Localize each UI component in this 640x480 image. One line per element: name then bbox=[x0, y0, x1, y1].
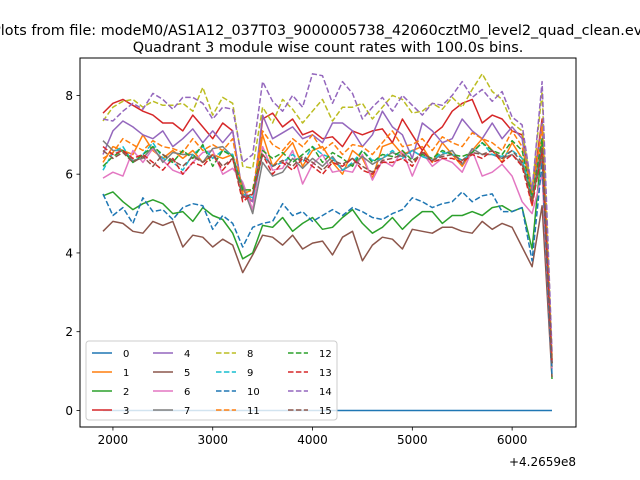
y-tick-label: 2 bbox=[65, 325, 73, 339]
legend-label-2: 2 bbox=[123, 387, 129, 398]
x-tick-label: 2000 bbox=[98, 433, 129, 447]
legend-label-9: 9 bbox=[247, 368, 253, 379]
x-tick-label: 5000 bbox=[397, 433, 428, 447]
series-line-10 bbox=[102, 161, 553, 376]
legend-label-6: 6 bbox=[184, 387, 190, 398]
series-line-4 bbox=[102, 110, 553, 364]
series-line-5 bbox=[102, 204, 553, 378]
x-offset-label: +4.2659e8 bbox=[509, 455, 576, 469]
legend-label-7: 7 bbox=[184, 406, 190, 417]
x-tick-label: 6000 bbox=[497, 433, 528, 447]
series-line-7 bbox=[102, 140, 553, 368]
legend-label-10: 10 bbox=[247, 387, 260, 398]
series-line-13 bbox=[102, 146, 553, 364]
y-tick-label: 4 bbox=[65, 246, 73, 260]
legend-label-4: 4 bbox=[184, 349, 190, 360]
legend-label-15: 15 bbox=[319, 406, 332, 417]
series-line-11 bbox=[102, 126, 553, 360]
series-line-3 bbox=[102, 98, 553, 364]
legend-label-14: 14 bbox=[319, 387, 332, 398]
series-line-2 bbox=[102, 143, 553, 380]
x-tick-label: 4000 bbox=[297, 433, 328, 447]
legend-label-8: 8 bbox=[247, 349, 253, 360]
series-line-6 bbox=[102, 145, 553, 370]
legend-label-13: 13 bbox=[319, 368, 332, 379]
y-tick-label: 0 bbox=[65, 404, 73, 418]
axes-title: Quadrant 3 module wise count rates with … bbox=[133, 40, 524, 56]
y-axis: 0 2 4 6 8 bbox=[65, 89, 80, 418]
series-line-14 bbox=[102, 73, 553, 352]
x-tick-label: 3000 bbox=[197, 433, 228, 447]
axes-frame bbox=[79, 57, 577, 428]
legend-box bbox=[85, 340, 338, 421]
legend-label-11: 11 bbox=[247, 406, 260, 417]
legend-label-5: 5 bbox=[184, 368, 190, 379]
legend-label-0: 0 bbox=[123, 349, 129, 360]
legend-label-1: 1 bbox=[123, 368, 129, 379]
legend-label-3: 3 bbox=[123, 406, 129, 417]
legend-label-12: 12 bbox=[319, 349, 332, 360]
y-tick-label: 6 bbox=[65, 168, 73, 182]
plot-area bbox=[79, 57, 577, 428]
series-layer bbox=[102, 73, 553, 412]
x-axis: 2000 3000 4000 5000 6000 bbox=[98, 427, 528, 447]
series-line-15 bbox=[102, 145, 553, 364]
series-line-12 bbox=[102, 137, 553, 364]
series-line-1 bbox=[102, 134, 553, 360]
y-tick-label: 8 bbox=[65, 89, 73, 103]
figure-suptitle: Plots from file: modeM0/AS1A12_037T03_90… bbox=[0, 23, 640, 39]
